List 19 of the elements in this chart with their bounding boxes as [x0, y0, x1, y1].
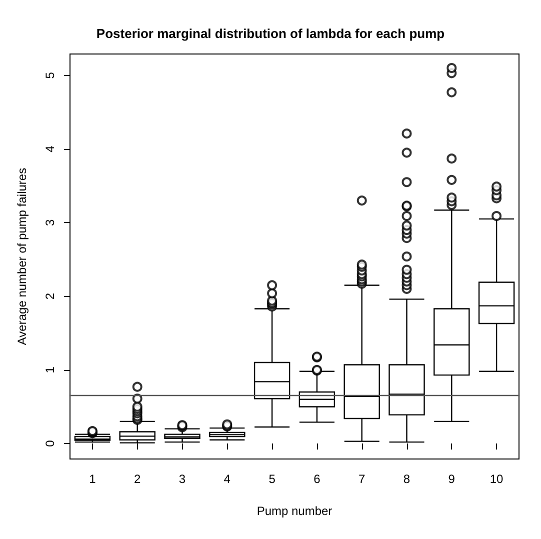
y-axis-title: Average number of pump failures — [15, 168, 29, 346]
y-tick-label: 3 — [43, 218, 57, 226]
x-tick-label: 1 — [89, 472, 96, 486]
x-tick-label: 7 — [358, 472, 366, 486]
x-tick-label: 4 — [224, 472, 231, 486]
y-tick-label: 4 — [43, 145, 57, 152]
x-tick-label: 6 — [314, 472, 321, 486]
y-tick-label: 0 — [43, 440, 57, 447]
x-tick-label: 9 — [448, 472, 456, 486]
x-tick-label: 8 — [403, 472, 410, 486]
y-tick-label: 1 — [43, 366, 57, 374]
x-tick-label: 2 — [134, 472, 142, 486]
x-tick-label: 5 — [268, 472, 276, 486]
chart-title: Posterior marginal distribution of lambda for each pump — [96, 26, 445, 41]
x-axis-title: Pump number — [256, 504, 332, 518]
x-tick-label: 10 — [490, 472, 504, 486]
y-tick-label: 5 — [43, 72, 57, 79]
x-tick-label: 3 — [178, 472, 186, 486]
y-tick-label: 2 — [43, 292, 57, 300]
